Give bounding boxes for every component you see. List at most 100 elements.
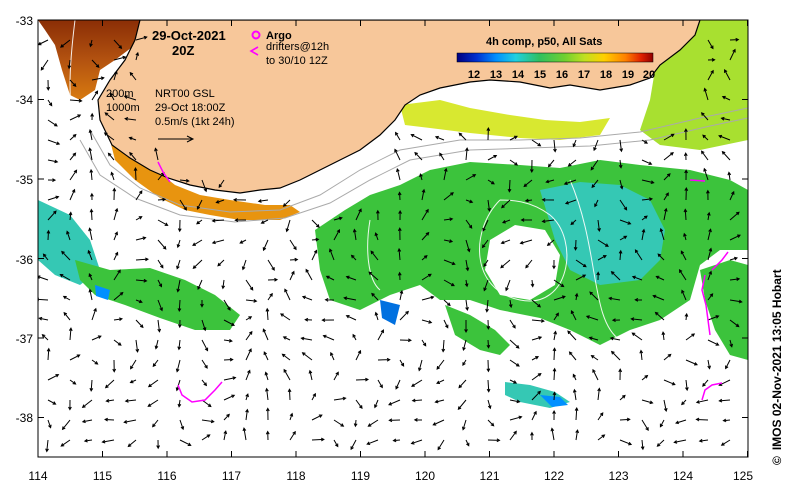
- current-arrow: [289, 257, 299, 262]
- current-arrow: [69, 188, 76, 201]
- current-arrow: [289, 270, 295, 281]
- current-arrow: [113, 291, 124, 301]
- current-arrow: [685, 379, 689, 392]
- current-arrow: [42, 253, 49, 261]
- drifter-track-3: [701, 274, 711, 336]
- current-arrow: [618, 159, 623, 169]
- drifter-icon: [249, 46, 259, 56]
- current-arrow: [59, 274, 71, 281]
- current-arrow: [501, 219, 511, 224]
- current-arrow: [157, 197, 167, 202]
- current-arrow: [234, 218, 247, 223]
- current-arrow: [552, 367, 557, 381]
- current-arrow: [619, 439, 633, 446]
- current-arrow: [465, 174, 477, 181]
- current-arrow: [531, 410, 537, 421]
- current-arrow: [659, 419, 665, 428]
- current-arrow: [233, 197, 247, 202]
- current-arrow: [89, 168, 94, 181]
- colorbar-ticks: 12 13 14 15 16 17 18 19 20: [468, 69, 655, 81]
- current-arrow: [89, 379, 94, 392]
- credit-text: IMOS 02-Nov-2021 13:05 Hobart: [770, 269, 784, 450]
- current-arrow: [434, 399, 445, 404]
- current-arrow: [394, 148, 401, 161]
- current-arrow: [104, 379, 115, 389]
- current-arrow: [311, 392, 316, 401]
- current-arrow: [177, 219, 182, 233]
- current-arrow: [707, 69, 714, 81]
- colorbar-title: 4h comp, p50, All Sats: [486, 36, 602, 48]
- source-label: NRT00 GSL: [155, 88, 215, 100]
- current-arrow: [152, 419, 159, 428]
- current-arrow: [69, 152, 77, 161]
- current-arrow: [680, 250, 687, 261]
- current-arrow: [109, 92, 115, 101]
- current-arrow: [437, 439, 445, 451]
- current-arrow: [487, 199, 492, 212]
- current-arrow: [698, 438, 709, 443]
- current-arrow: [179, 439, 192, 446]
- current-arrow: [265, 387, 269, 401]
- colorbar-tick-label: 13: [490, 69, 502, 81]
- current-arrow: [377, 329, 384, 341]
- current-arrow: [421, 208, 429, 221]
- current-arrow: [60, 439, 71, 447]
- current-arrow: [265, 407, 270, 421]
- current-arrow: [410, 439, 423, 445]
- current-arrow: [257, 199, 269, 203]
- current-arrow: [684, 186, 689, 201]
- current-arrow: [421, 273, 432, 281]
- current-arrow: [418, 359, 423, 372]
- plot-frame: [37, 19, 749, 458]
- current-arrow: [619, 219, 632, 225]
- current-arrow: [135, 278, 148, 283]
- current-arrow: [377, 357, 391, 362]
- current-arrow: [707, 39, 714, 50]
- current-arrow: [619, 417, 631, 422]
- current-arrow: [443, 279, 455, 287]
- current-arrow: [201, 179, 208, 193]
- longitude-axis: 114 115 116 117 118 119 120 121 122 123 …: [28, 469, 753, 483]
- current-arrow: [45, 439, 49, 453]
- current-arrow: [727, 171, 732, 181]
- current-arrow: [457, 399, 467, 411]
- current-arrow: [68, 211, 73, 221]
- current-arrow: [177, 319, 182, 329]
- current-arrow: [128, 136, 137, 141]
- current-arrow: [552, 259, 556, 270]
- current-arrow: [575, 259, 587, 268]
- current-arrow: [38, 275, 49, 281]
- current-arrow: [223, 299, 231, 311]
- sst-patch-south-green: [445, 305, 510, 355]
- current-arrow: [69, 169, 78, 181]
- current-arrow: [574, 292, 579, 301]
- current-arrow: [585, 315, 599, 321]
- copyright-symbol: ©: [770, 456, 784, 465]
- current-arrow: [113, 39, 123, 49]
- current-arrow: [305, 268, 313, 281]
- current-arrow: [196, 199, 203, 210]
- current-arrow: [245, 348, 252, 361]
- current-arrow: [353, 419, 358, 428]
- colorbar-tick-label: 17: [578, 69, 590, 81]
- current-arrow: [201, 359, 208, 369]
- current-arrow: [590, 159, 599, 171]
- sst-patch-blue-spot: [540, 395, 568, 407]
- current-arrow: [398, 209, 402, 221]
- current-arrow: [500, 259, 511, 269]
- current-arrow: [328, 248, 335, 261]
- current-arrow: [659, 227, 665, 241]
- sst-patch-east-green: [700, 260, 748, 360]
- current-arrow: [552, 347, 557, 361]
- current-arrow: [594, 199, 599, 208]
- current-arrow: [47, 139, 61, 146]
- current-arrow: [509, 319, 516, 329]
- current-arrow: [703, 87, 709, 101]
- current-arrow: [123, 419, 137, 424]
- current-arrow: [324, 297, 335, 302]
- current-arrow: [311, 219, 320, 228]
- current-arrow: [657, 253, 665, 261]
- current-arrow: [553, 279, 565, 288]
- current-arrow: [47, 119, 58, 127]
- current-arrow: [245, 369, 251, 381]
